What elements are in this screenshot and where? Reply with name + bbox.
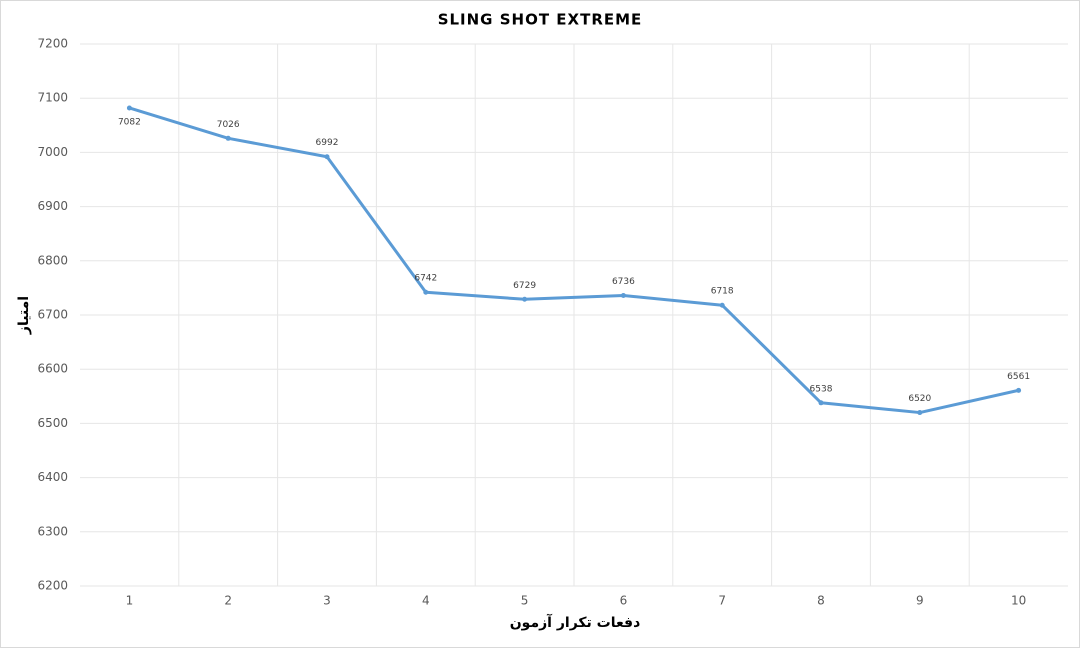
y-tick-label: 6800: [37, 253, 68, 267]
y-tick-label: 6300: [37, 524, 68, 538]
x-tick-label: 3: [323, 594, 331, 608]
point: [719, 302, 725, 308]
x-tick-label: 10: [1011, 594, 1026, 608]
y-tick-label: 7000: [37, 145, 68, 159]
point: [324, 154, 330, 160]
x-tick-label: 5: [521, 594, 529, 608]
x-tick-label: 4: [422, 594, 430, 608]
data-label: 6561: [1007, 372, 1030, 382]
y-axis-title: امتیاز: [16, 296, 32, 335]
x-tick-label: 9: [916, 594, 924, 608]
data-label: 6742: [414, 274, 437, 284]
point: [423, 289, 429, 295]
point: [818, 400, 824, 406]
point: [126, 105, 132, 111]
chart-title: SLING SHOT EXTREME: [438, 11, 643, 29]
y-tick-label: 6200: [37, 579, 68, 593]
data-label: 6736: [612, 277, 635, 287]
point: [1016, 387, 1022, 393]
point: [225, 135, 231, 141]
point: [522, 296, 528, 302]
data-label: 6538: [810, 384, 833, 394]
y-tick-label: 7100: [37, 91, 68, 105]
y-tick-label: 6400: [37, 470, 68, 484]
x-tick-label: 2: [224, 594, 232, 608]
data-label: 7026: [217, 120, 240, 130]
x-tick-label: 6: [620, 594, 628, 608]
data-label: 7082: [118, 117, 141, 127]
x-tick-label: 1: [126, 594, 134, 608]
data-label: 6992: [316, 138, 339, 148]
y-tick-label: 6700: [37, 308, 68, 322]
x-tick-label: 7: [718, 594, 726, 608]
y-tick-label: 6600: [37, 362, 68, 376]
y-tick-label: 6900: [37, 199, 68, 213]
x-tick-label: 8: [817, 594, 825, 608]
y-tick-label: 7200: [37, 37, 68, 51]
data-label: 6729: [513, 281, 536, 291]
data-label: 6718: [711, 287, 734, 297]
line-series: [128, 106, 1019, 415]
point: [917, 410, 923, 416]
y-tick-label: 6500: [37, 416, 68, 430]
data-label: 6520: [908, 394, 931, 404]
x-axis-title: دفعات تکرار آزمون: [510, 613, 641, 631]
point: [620, 292, 626, 298]
